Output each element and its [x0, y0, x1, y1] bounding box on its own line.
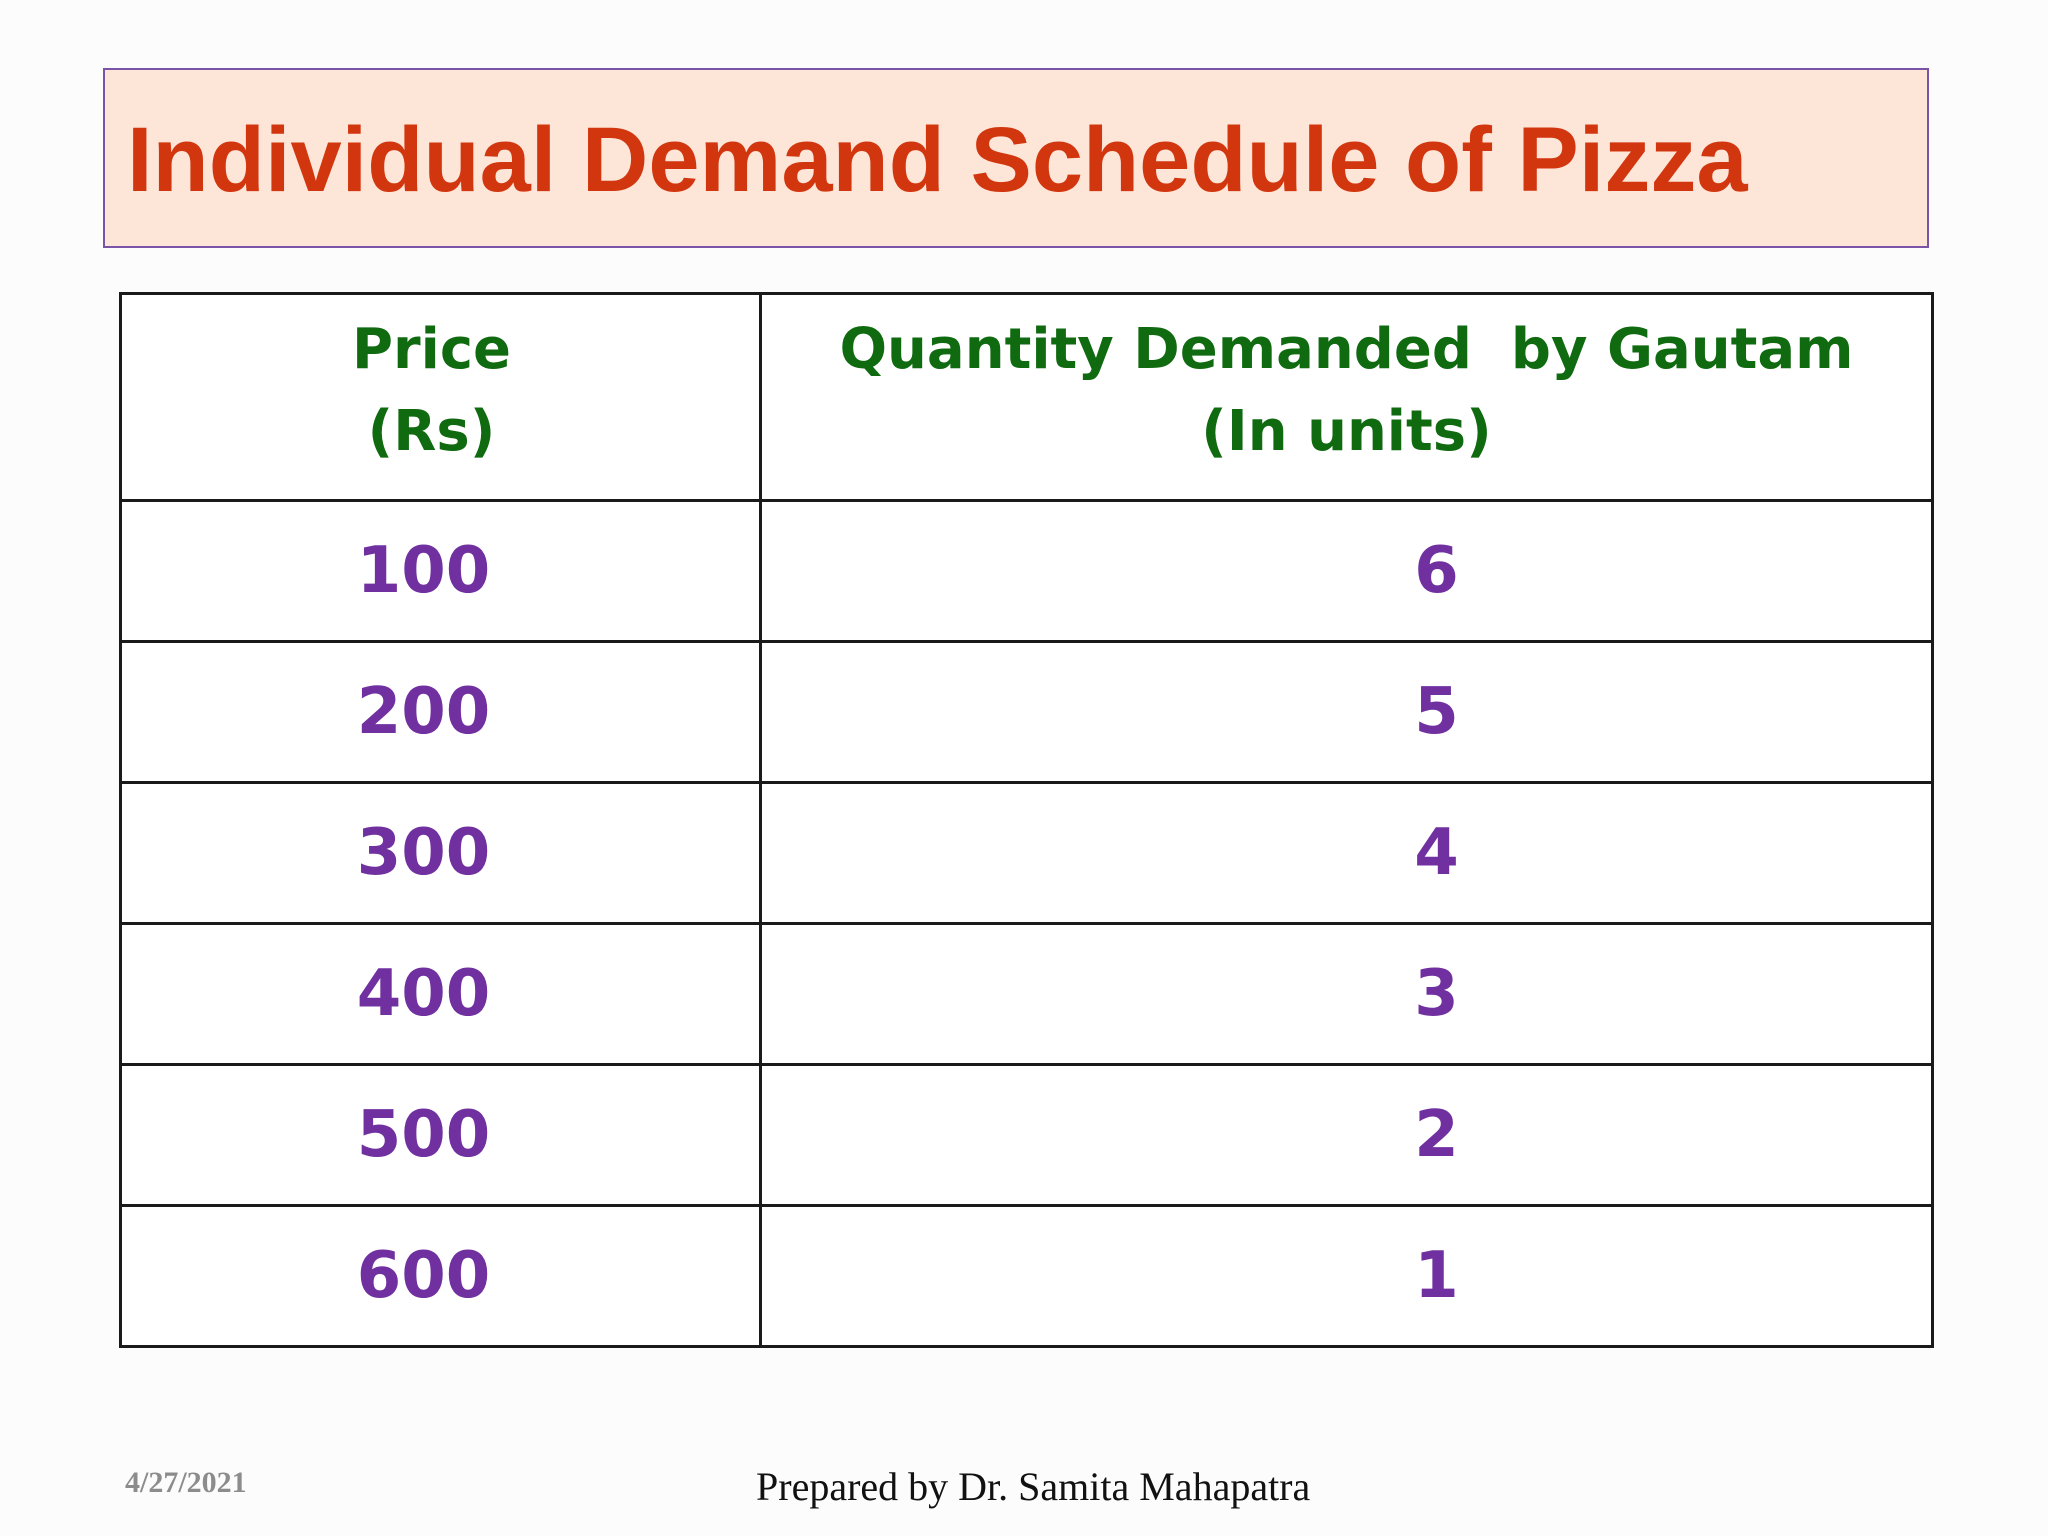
quantity-cell: 5: [759, 640, 1934, 784]
table-row: 300 4: [119, 781, 1934, 925]
table-row: 100 6: [119, 499, 1934, 643]
table-row: 600 1: [119, 1204, 1934, 1348]
quantity-column-header: Quantity Demanded by Gautam (In units): [759, 292, 1934, 502]
slide-title: Individual Demand Schedule of Pizza: [127, 109, 1748, 211]
price-cell: 300: [119, 781, 762, 925]
price-cell: 200: [119, 640, 762, 784]
price-cell: 600: [119, 1204, 762, 1348]
price-cell: 100: [119, 499, 762, 643]
price-column-header: Price (Rs): [119, 292, 762, 502]
quantity-cell: 4: [759, 781, 1934, 925]
slide-credit: Prepared by Dr. Samita Mahapatra: [756, 1464, 1311, 1509]
table-row: 200 5: [119, 640, 1934, 784]
table-row: 400 3: [119, 922, 1934, 1066]
price-unit-line: (Rs): [367, 399, 496, 464]
demand-schedule-table: Price (Rs) Quantity Demanded by Gautam (…: [119, 292, 1934, 1348]
quantity-header-line: Quantity Demanded by Gautam: [839, 317, 1854, 382]
table-row: 500 2: [119, 1063, 1934, 1207]
price-cell: 500: [119, 1063, 762, 1207]
price-cell: 400: [119, 922, 762, 1066]
quantity-cell: 2: [759, 1063, 1934, 1207]
title-banner: Individual Demand Schedule of Pizza: [103, 68, 1929, 248]
quantity-cell: 1: [759, 1204, 1934, 1348]
price-header-line: Price: [351, 317, 512, 382]
slide-date: 4/27/2021: [125, 1466, 247, 1499]
quantity-unit-line: (In units): [1201, 399, 1492, 464]
table-header-row: Price (Rs) Quantity Demanded by Gautam (…: [119, 292, 1934, 502]
quantity-cell: 6: [759, 499, 1934, 643]
quantity-cell: 3: [759, 922, 1934, 1066]
